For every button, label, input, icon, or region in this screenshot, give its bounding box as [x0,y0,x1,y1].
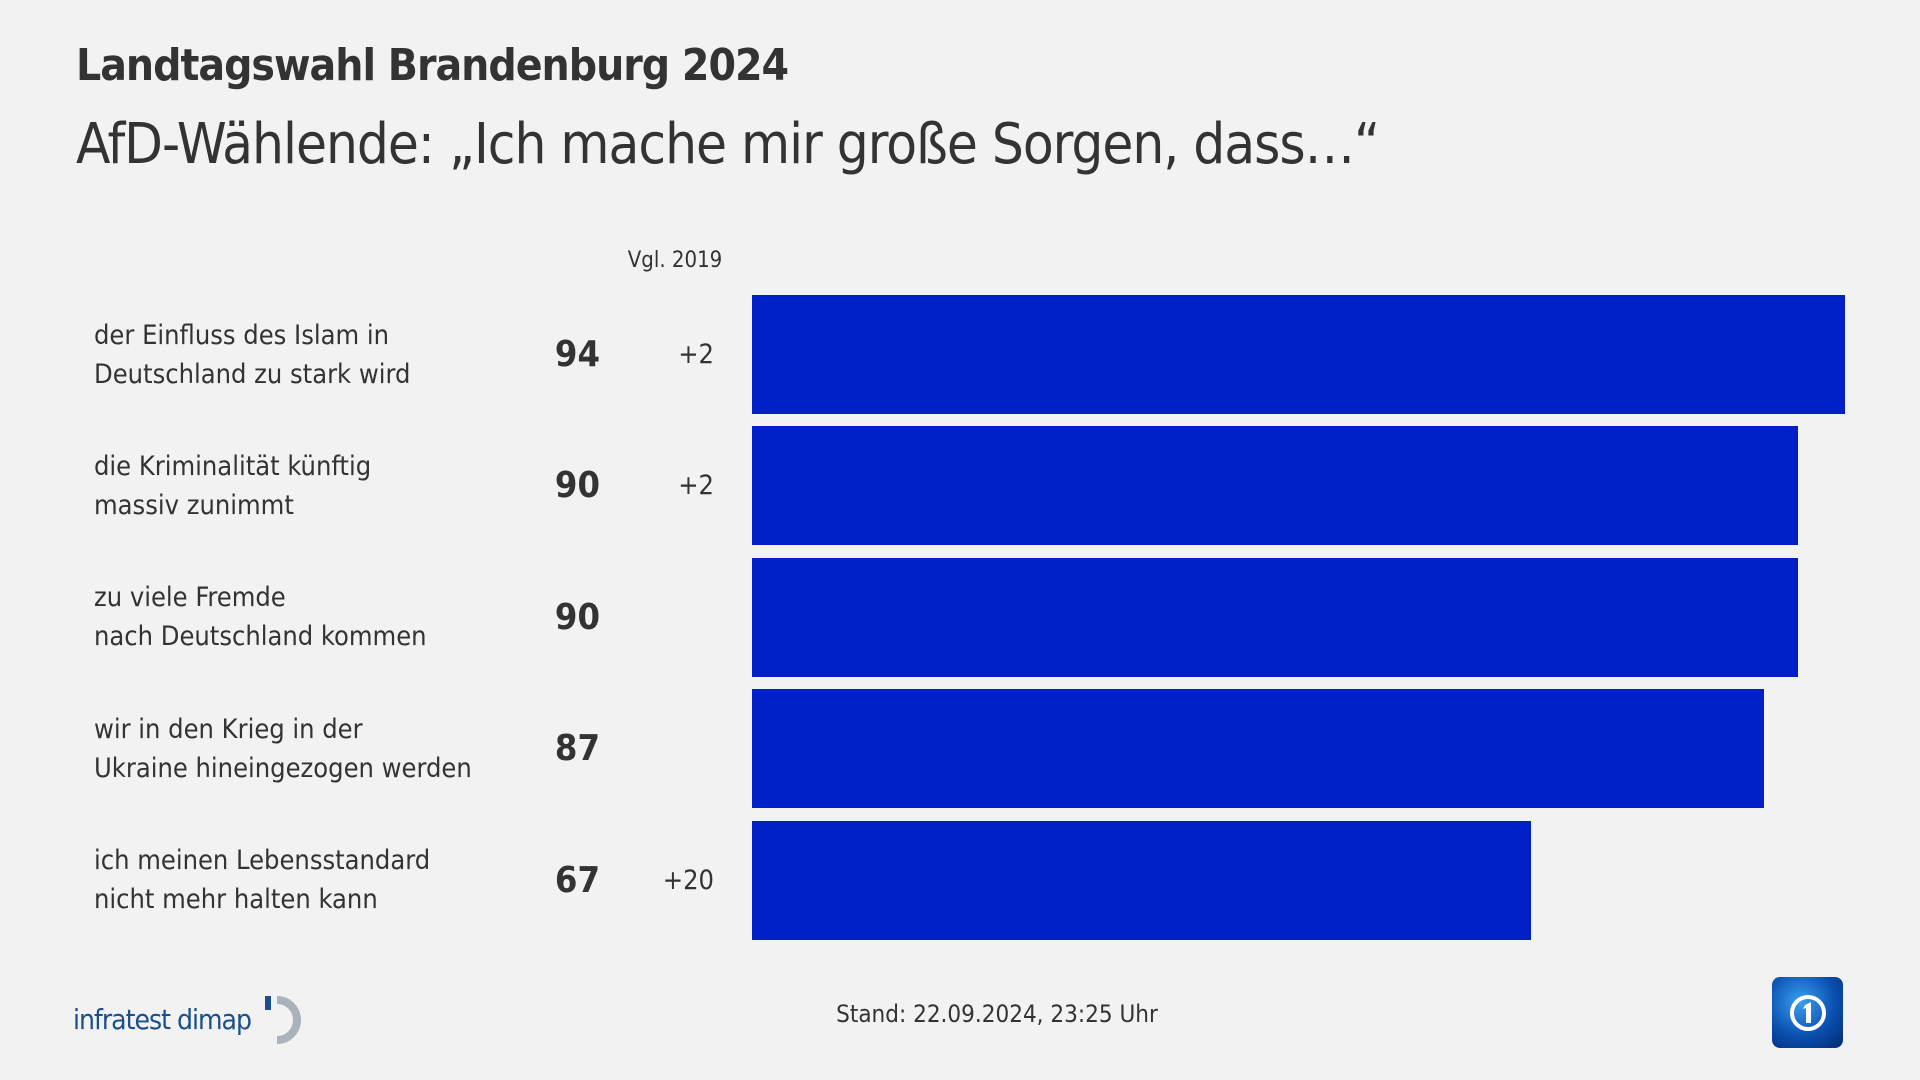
ard-one-icon [1790,995,1826,1031]
bar [752,426,1799,546]
category-label-line: der Einfluss des Islam in [94,319,390,351]
category-label: die Kriminalität künftig massiv zunimmt [94,426,371,545]
category-label-line: nicht mehr halten kann [94,884,378,916]
bar-row: die Kriminalität künftig massiv zunimmt 90… [0,426,1920,546]
category-label-line: die Kriminalität künftig [94,450,372,482]
bar [752,295,1845,414]
page-title: Landtagswahl Brandenburg 2024 [76,40,789,91]
timestamp: Stand: 22.09.2024, 23:25 Uhr [836,1000,1158,1028]
change-label: +2 [678,339,714,370]
ard-logo [1772,977,1843,1048]
category-label-line: Ukraine hineingezogen werden [94,752,472,784]
category-label: der Einfluss des Islam in Deutschland zu … [94,295,410,414]
change-label [620,689,714,808]
category-label-line: zu viele Fremde [94,582,286,614]
bar-row: der Einfluss des Islam in Deutschland zu … [0,295,1920,414]
category-label: ich meinen Lebensstandard nicht mehr halt… [94,821,430,940]
value-label: 87 [554,728,600,770]
bar-row: zu viele Fremde nach Deutschland kommen 90 [0,557,1920,677]
category-label-line: Deutschland zu stark wird [94,358,411,390]
logo-text: infratest dimap [73,1002,252,1036]
category-label-line: ich meinen Lebensstandard [94,845,431,877]
bar [752,557,1799,677]
value-label: 90 [554,465,600,507]
category-label-line: wir in den Krieg in der [94,713,363,745]
value-label: 90 [554,596,600,638]
page-subtitle: AfD-Wählende: „Ich mache mir große Sorge… [76,112,1380,177]
change-label: +20 [662,864,714,896]
infratest-dimap-logo: infratest dimap [73,994,309,1044]
infratest-logo-icon [264,996,301,1044]
category-label: zu viele Fremde nach Deutschland kommen [94,558,427,677]
comparison-header: Vgl. 2019 [627,248,723,273]
change-label: +2 [678,470,714,502]
value-label: 94 [554,334,600,375]
value-label: 67 [554,859,600,901]
bar-row: ich meinen Lebensstandard nicht mehr halt… [0,820,1920,940]
bar-row: wir in den Krieg in der Ukraine hineingez… [0,689,1920,809]
category-label-line: massiv zunimmt [94,489,294,521]
category-label-line: nach Deutschland kommen [94,621,427,653]
bar [752,689,1764,809]
bar [752,820,1532,940]
change-label [620,558,714,677]
category-label: wir in den Krieg in der Ukraine hineingez… [94,689,472,808]
